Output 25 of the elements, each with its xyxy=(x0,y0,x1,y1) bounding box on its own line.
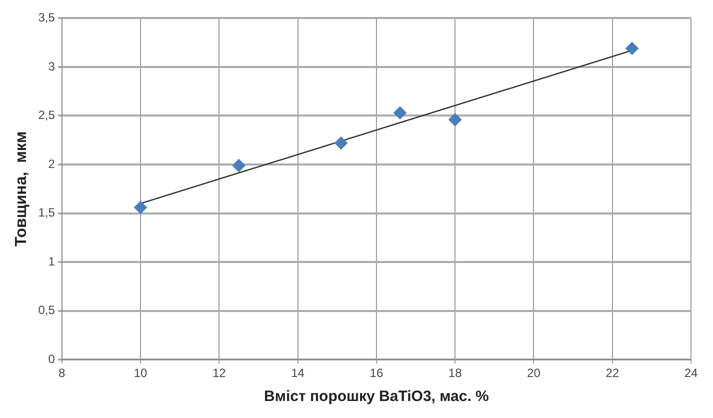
point xyxy=(232,158,246,172)
x-tick-label: 18 xyxy=(448,366,462,380)
x-tick-label: 14 xyxy=(291,366,305,380)
y-tick-label: 1 xyxy=(48,254,56,268)
x-tick-label: 10 xyxy=(134,366,148,380)
y-axis-title: Товщина, мкм xyxy=(13,131,30,247)
x-tick-label: 16 xyxy=(370,366,384,380)
x-axis-title: Вміст порошку BaTiO3, мас. % xyxy=(264,388,489,406)
y-tick-label: 0,5 xyxy=(38,303,56,318)
x-tick-label: 22 xyxy=(606,366,620,380)
y-tick-label: 1,5 xyxy=(38,206,56,220)
x-tick-label: 12 xyxy=(212,366,226,380)
x-tick-label: 24 xyxy=(684,366,698,380)
point xyxy=(448,113,462,126)
point xyxy=(626,42,639,55)
y-tick-label: 0 xyxy=(48,352,56,366)
x-tick-label: 8 xyxy=(58,366,66,380)
y-tick-label: 3,5 xyxy=(38,10,56,25)
y-tick-label: 2 xyxy=(48,156,56,171)
y-tick-label: 3 xyxy=(48,59,56,74)
point xyxy=(134,200,148,214)
x-tick-label: 20 xyxy=(527,366,541,380)
point xyxy=(334,136,348,150)
y-tick-label: 2,5 xyxy=(38,108,56,122)
point xyxy=(394,106,407,120)
